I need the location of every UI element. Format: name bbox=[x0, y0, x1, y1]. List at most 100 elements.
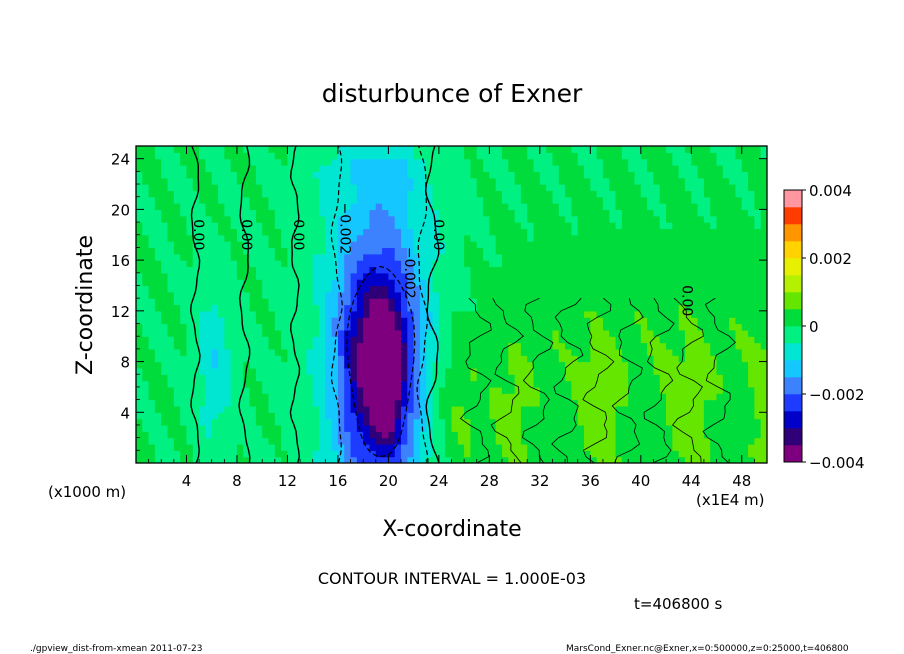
field-cell bbox=[634, 456, 642, 463]
field-cell bbox=[148, 450, 156, 458]
field-cell bbox=[218, 146, 225, 153]
field-cell bbox=[192, 450, 200, 458]
field-cell bbox=[615, 253, 623, 261]
field-cell bbox=[520, 348, 528, 356]
field-cell bbox=[199, 146, 207, 153]
field-cell bbox=[401, 393, 408, 401]
field-cell bbox=[691, 190, 699, 198]
field-cell bbox=[318, 190, 326, 198]
field-cell bbox=[262, 171, 270, 179]
field-cell bbox=[281, 285, 289, 293]
field-cell bbox=[735, 234, 743, 242]
field-cell bbox=[634, 418, 642, 426]
field-cell bbox=[457, 285, 465, 293]
field-cell bbox=[565, 177, 572, 185]
field-cell bbox=[325, 348, 333, 356]
field-cell bbox=[382, 317, 389, 325]
field-cell bbox=[432, 241, 440, 249]
field-cell bbox=[255, 393, 263, 401]
field-cell bbox=[483, 196, 490, 204]
field-cell bbox=[533, 190, 541, 198]
field-cell bbox=[666, 361, 673, 369]
field-cell bbox=[672, 196, 680, 204]
field-cell bbox=[741, 393, 749, 401]
field-cell bbox=[180, 437, 188, 445]
field-cell bbox=[344, 348, 352, 356]
field-cell bbox=[464, 437, 472, 445]
field-cell bbox=[615, 323, 623, 331]
field-cell bbox=[602, 215, 610, 223]
field-cell bbox=[350, 336, 358, 344]
field-cell bbox=[344, 228, 352, 236]
field-cell bbox=[369, 431, 377, 439]
field-cell bbox=[199, 215, 207, 223]
field-cell bbox=[369, 241, 377, 249]
field-cell bbox=[243, 228, 251, 236]
field-cell bbox=[577, 260, 585, 268]
field-cell bbox=[287, 336, 295, 344]
field-cell bbox=[684, 291, 692, 299]
field-cell bbox=[426, 234, 434, 242]
field-cell bbox=[729, 424, 737, 432]
field-cell bbox=[489, 209, 497, 217]
field-cell bbox=[287, 241, 295, 249]
field-cell bbox=[470, 310, 478, 318]
field-cell bbox=[363, 431, 371, 439]
field-cell bbox=[470, 329, 478, 337]
field-cell bbox=[142, 450, 150, 458]
field-cell bbox=[748, 253, 755, 261]
field-cell bbox=[243, 165, 251, 172]
field-cell bbox=[659, 393, 667, 401]
field-cell bbox=[628, 443, 636, 451]
field-cell bbox=[754, 431, 762, 439]
field-cell bbox=[363, 418, 371, 426]
field-cell bbox=[678, 298, 686, 306]
field-cell bbox=[148, 222, 156, 230]
field-cell bbox=[653, 209, 661, 217]
field-cell bbox=[659, 336, 667, 344]
field-cell bbox=[678, 443, 686, 451]
field-cell bbox=[527, 323, 535, 331]
field-cell bbox=[451, 260, 459, 268]
field-cell bbox=[382, 405, 389, 413]
field-cell bbox=[596, 291, 604, 299]
field-cell bbox=[697, 241, 705, 249]
field-cell bbox=[678, 215, 686, 223]
field-cell bbox=[621, 228, 629, 236]
field-cell bbox=[211, 241, 219, 249]
field-cell bbox=[489, 253, 497, 261]
field-cell bbox=[161, 374, 169, 382]
field-cell bbox=[255, 165, 263, 172]
field-cell bbox=[249, 418, 257, 426]
field-cell bbox=[501, 424, 509, 432]
field-cell bbox=[268, 234, 276, 242]
field-cell bbox=[501, 152, 509, 160]
field-cell bbox=[577, 393, 585, 401]
field-cell bbox=[558, 386, 566, 394]
field-cell bbox=[419, 443, 427, 451]
field-cell bbox=[451, 443, 459, 451]
field-cell bbox=[236, 234, 244, 242]
field-cell bbox=[760, 209, 767, 217]
field-cell bbox=[527, 399, 535, 407]
field-cell bbox=[167, 456, 175, 463]
field-cell bbox=[230, 412, 238, 420]
field-cell bbox=[154, 386, 162, 394]
field-cell bbox=[413, 177, 421, 185]
field-cell bbox=[691, 412, 699, 420]
field-cell bbox=[331, 241, 339, 249]
field-cell bbox=[760, 399, 767, 407]
field-cell bbox=[211, 393, 219, 401]
field-cell bbox=[394, 165, 402, 172]
field-cell bbox=[501, 443, 509, 451]
field-cell bbox=[281, 355, 289, 363]
field-cell bbox=[382, 146, 389, 153]
field-cell bbox=[546, 171, 554, 179]
field-cell bbox=[653, 355, 661, 363]
field-cell bbox=[154, 456, 162, 463]
field-cell bbox=[243, 203, 251, 210]
field-cell bbox=[754, 171, 762, 179]
field-cell bbox=[331, 355, 339, 363]
field-cell bbox=[167, 291, 175, 299]
field-cell bbox=[382, 424, 389, 432]
